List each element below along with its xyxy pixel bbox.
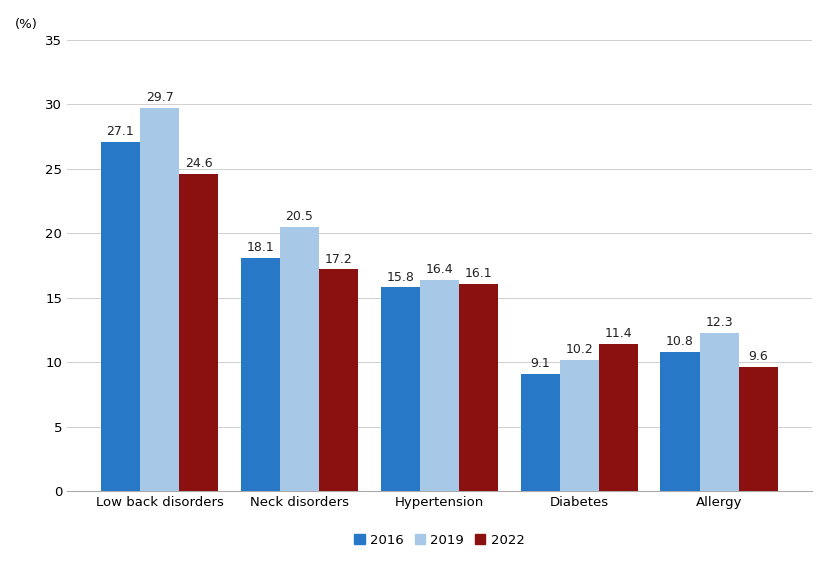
Text: 15.8: 15.8 [386, 271, 414, 284]
Text: 9.1: 9.1 [530, 357, 549, 370]
Legend: 2016, 2019, 2022: 2016, 2019, 2022 [349, 529, 529, 552]
Bar [559, 360, 599, 491]
Bar [420, 280, 458, 491]
Bar [279, 227, 319, 491]
Text: 29.7: 29.7 [145, 91, 173, 104]
Text: 16.4: 16.4 [425, 263, 453, 276]
Bar [241, 258, 279, 491]
Text: 10.8: 10.8 [665, 335, 693, 348]
Text: 16.1: 16.1 [464, 267, 492, 280]
Bar [100, 142, 140, 491]
Bar [660, 352, 699, 491]
Bar [599, 344, 637, 491]
Bar [738, 367, 777, 491]
Text: 12.3: 12.3 [705, 316, 732, 329]
Text: 27.1: 27.1 [106, 125, 134, 138]
Text: 18.1: 18.1 [246, 241, 274, 254]
Bar [319, 270, 358, 491]
Bar [179, 174, 218, 491]
Text: 20.5: 20.5 [285, 210, 313, 223]
Text: 9.6: 9.6 [747, 351, 767, 364]
Text: 10.2: 10.2 [565, 343, 593, 356]
Bar [699, 332, 738, 491]
Text: (%): (%) [15, 18, 38, 31]
Bar [458, 284, 497, 491]
Text: 11.4: 11.4 [604, 327, 631, 340]
Bar [520, 374, 559, 491]
Bar [140, 108, 179, 491]
Bar [380, 287, 420, 491]
Text: 24.6: 24.6 [185, 157, 212, 170]
Text: 17.2: 17.2 [324, 252, 352, 266]
